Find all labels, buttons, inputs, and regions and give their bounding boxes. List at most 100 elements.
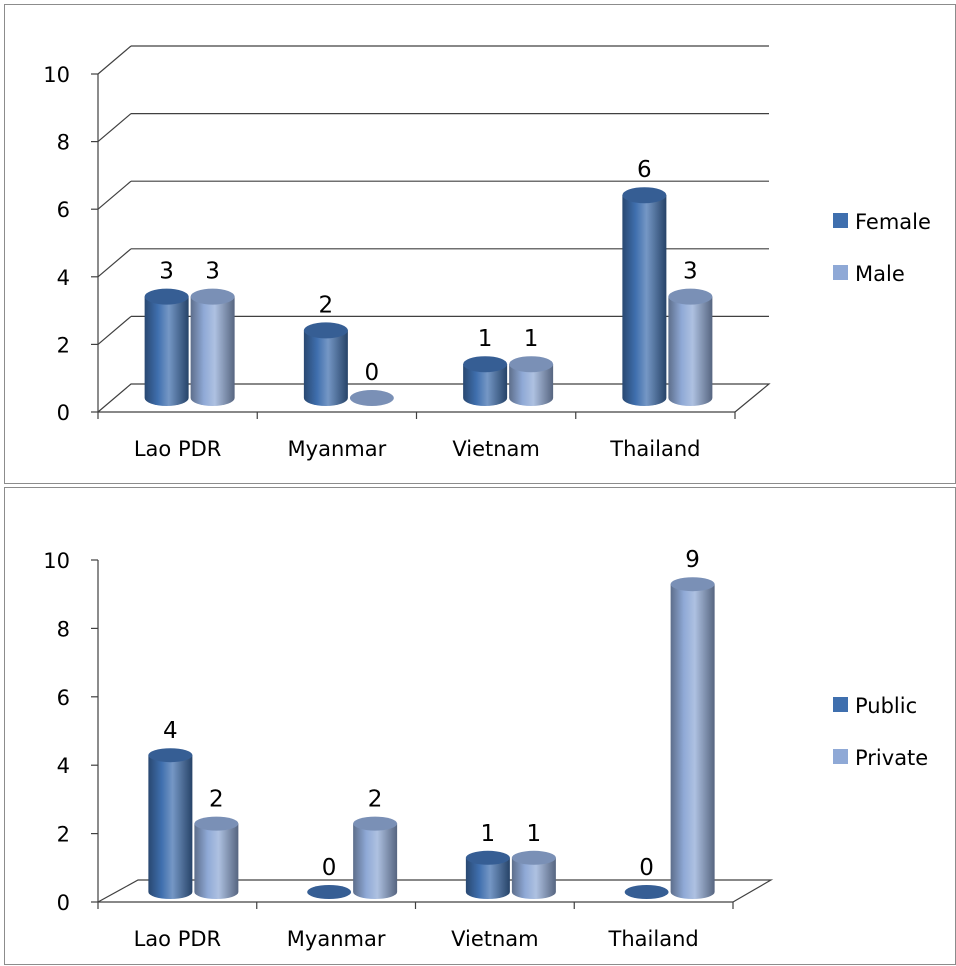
data-label: 3 <box>205 259 220 285</box>
gridline-diagonal <box>97 315 132 345</box>
legend-label-female: Female <box>855 210 931 234</box>
bar-body <box>465 857 510 899</box>
bar-cap <box>511 850 556 865</box>
y-tick-label: 10 <box>43 63 70 87</box>
y-tick-label: 4 <box>57 754 70 778</box>
x-tick-label: Myanmar <box>288 437 387 461</box>
chart-floor <box>97 383 771 413</box>
bar-cap <box>624 885 669 899</box>
data-label: 2 <box>368 787 383 813</box>
bar-female-lao-pdr <box>144 288 189 406</box>
data-label: 2 <box>319 292 334 318</box>
bar-private-lao-pdr <box>194 816 239 899</box>
bar-public-lao-pdr <box>148 748 193 899</box>
y-tick-label: 0 <box>57 891 70 915</box>
bar-cap <box>303 322 348 339</box>
data-label: 9 <box>685 547 700 573</box>
y-tick-label: 6 <box>57 198 70 222</box>
y-tick-label: 8 <box>57 617 70 641</box>
data-label: 1 <box>527 821 542 847</box>
bar-body <box>668 296 713 406</box>
legend-swatch-public <box>833 697 848 712</box>
bar-cap <box>190 288 235 305</box>
bar-cap <box>463 356 508 373</box>
bar-body <box>194 823 239 899</box>
bar-male-thailand <box>668 288 713 406</box>
bar-body <box>148 755 193 899</box>
y-tick-label: 10 <box>43 549 70 573</box>
legend-swatch-female <box>833 213 848 228</box>
data-label: 1 <box>478 326 493 352</box>
legend-swatch-male <box>833 265 848 280</box>
data-label: 2 <box>209 787 224 813</box>
data-label: 6 <box>637 157 652 183</box>
bar-cap <box>465 850 510 865</box>
gridline-diagonal <box>97 45 132 75</box>
x-tick-label: Thailand <box>608 927 699 951</box>
y-tick-label: 4 <box>57 266 70 290</box>
bar-cap <box>509 356 554 373</box>
bar-body <box>303 330 348 406</box>
gridline-diagonal <box>97 113 132 143</box>
data-label: 3 <box>683 259 698 285</box>
data-label: 0 <box>639 855 654 881</box>
bar-cap <box>353 816 398 831</box>
data-label: 0 <box>365 360 380 386</box>
gridline-diagonal <box>97 180 132 210</box>
bar-private-vietnam <box>511 850 556 899</box>
y-tick-label: 0 <box>57 401 70 425</box>
legend-label-male: Male <box>855 262 905 286</box>
chart-panel-sector: 0 2 4 6 8 10 Lao PDR Myanmar Vietnam Thailand 4 2 0 2… <box>4 487 956 965</box>
gridline-diagonal <box>97 248 132 278</box>
bar-body <box>353 823 398 899</box>
chart-floor <box>97 879 774 903</box>
bar-cap <box>349 390 394 406</box>
bar-male-myanmar <box>349 390 394 406</box>
bar-private-myanmar <box>353 816 398 899</box>
bar-body <box>463 364 508 406</box>
bar-private-thailand <box>670 577 715 899</box>
x-tick-label: Thailand <box>609 437 700 461</box>
bar-cap <box>668 288 713 305</box>
bar-public-vietnam <box>465 850 510 899</box>
bar-body <box>622 195 667 406</box>
bar-cap <box>670 577 715 592</box>
x-tick-label: Lao PDR <box>134 437 222 461</box>
data-label: 1 <box>481 821 496 847</box>
bar-body <box>144 296 189 406</box>
x-tick-label: Vietnam <box>452 437 540 461</box>
chart-panel-gender: 0 2 4 6 8 10 Lao PDR Myanmar Vietnam Thailand 3 3 2 0… <box>4 4 956 484</box>
bar-cap <box>194 816 239 831</box>
bar-cap <box>622 187 667 204</box>
bar-cap <box>307 885 352 899</box>
x-tick-label: Myanmar <box>287 927 386 951</box>
bar-male-lao-pdr <box>190 288 235 406</box>
chart-gender-svg: 0 2 4 6 8 10 Lao PDR Myanmar Vietnam Thailand 3 3 2 0… <box>43 45 931 461</box>
data-label: 4 <box>163 718 178 744</box>
y-tick-label: 6 <box>57 686 70 710</box>
bar-male-vietnam <box>509 356 554 406</box>
x-tick-label: Vietnam <box>451 927 539 951</box>
y-tick-label: 8 <box>57 131 70 155</box>
data-label: 3 <box>159 259 174 285</box>
bar-cap <box>144 288 189 305</box>
legend-swatch-private <box>833 749 848 764</box>
bar-body <box>511 857 556 899</box>
x-tick-label: Lao PDR <box>134 927 222 951</box>
data-label: 1 <box>524 326 539 352</box>
bar-female-thailand <box>622 187 667 406</box>
y-tick-label: 2 <box>57 333 70 357</box>
bar-body <box>670 584 715 899</box>
bar-cap <box>148 748 193 763</box>
bar-body <box>190 296 235 406</box>
bar-female-myanmar <box>303 322 348 406</box>
data-label: 0 <box>322 855 337 881</box>
bar-female-vietnam <box>463 356 508 406</box>
legend-label-private: Private <box>855 746 928 770</box>
bar-body <box>509 364 554 406</box>
bar-public-myanmar <box>307 885 352 899</box>
y-tick-label: 2 <box>57 823 70 847</box>
bar-public-thailand <box>624 885 669 899</box>
legend-label-public: Public <box>855 694 917 718</box>
